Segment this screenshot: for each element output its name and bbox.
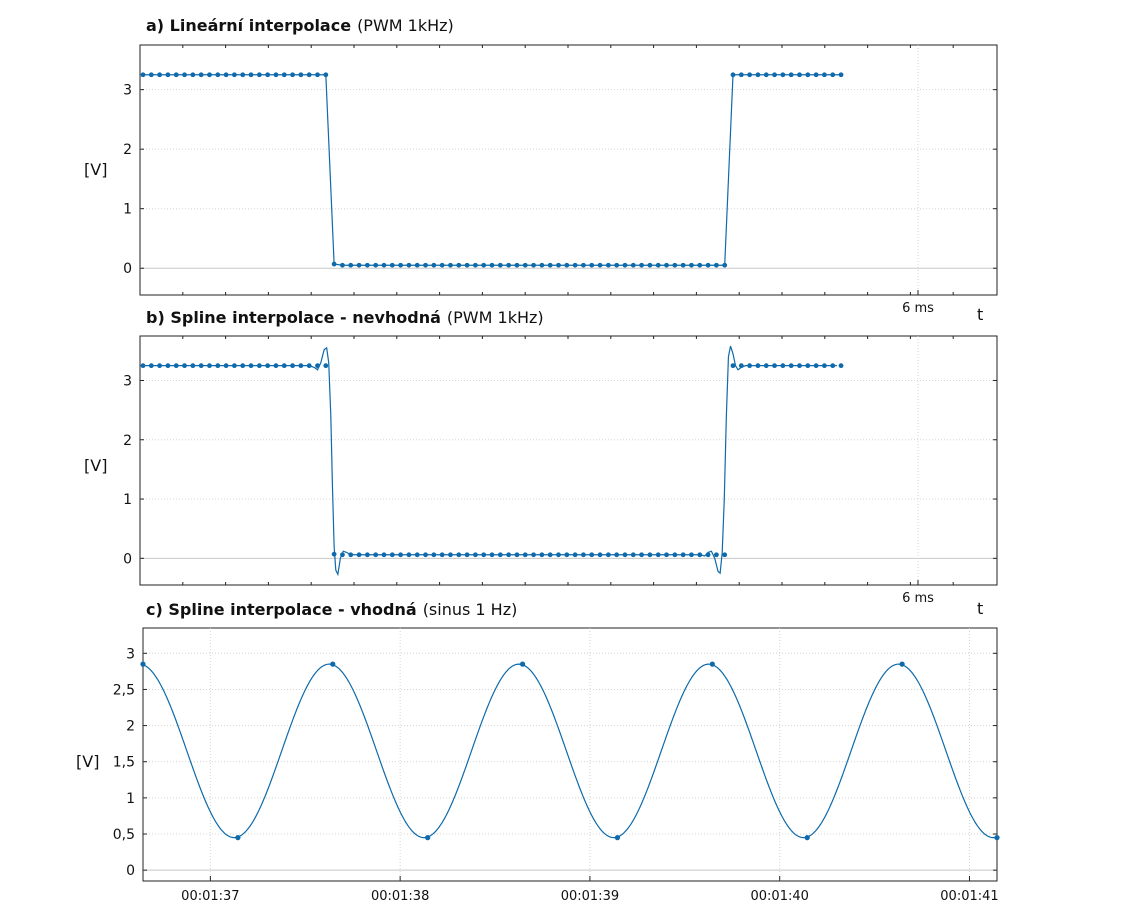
data-point bbox=[425, 835, 430, 840]
y-tick-label: 0 bbox=[126, 863, 135, 879]
y-tick-label: 2 bbox=[126, 719, 135, 735]
series-line bbox=[143, 664, 997, 837]
x-tick-label: 00:01:38 bbox=[371, 889, 429, 904]
y-tick-label: 2,5 bbox=[113, 682, 135, 698]
data-point bbox=[615, 835, 620, 840]
data-point bbox=[710, 662, 715, 667]
y-tick-label: 1,5 bbox=[113, 755, 135, 771]
y-tick-label: 1 bbox=[126, 791, 135, 807]
x-tick-label: 00:01:37 bbox=[181, 889, 239, 904]
data-point bbox=[805, 835, 810, 840]
data-point bbox=[900, 662, 905, 667]
data-point bbox=[330, 662, 335, 667]
plot-frame bbox=[143, 628, 997, 881]
x-tick-label: 00:01:41 bbox=[940, 889, 998, 904]
y-tick-label: 0,5 bbox=[113, 827, 135, 843]
data-point bbox=[994, 835, 999, 840]
x-tick-label: 00:01:40 bbox=[751, 889, 809, 904]
data-point bbox=[235, 835, 240, 840]
x-tick-label: 00:01:39 bbox=[561, 889, 619, 904]
y-tick-label: 3 bbox=[126, 646, 135, 662]
data-point bbox=[520, 662, 525, 667]
data-point bbox=[140, 662, 145, 667]
